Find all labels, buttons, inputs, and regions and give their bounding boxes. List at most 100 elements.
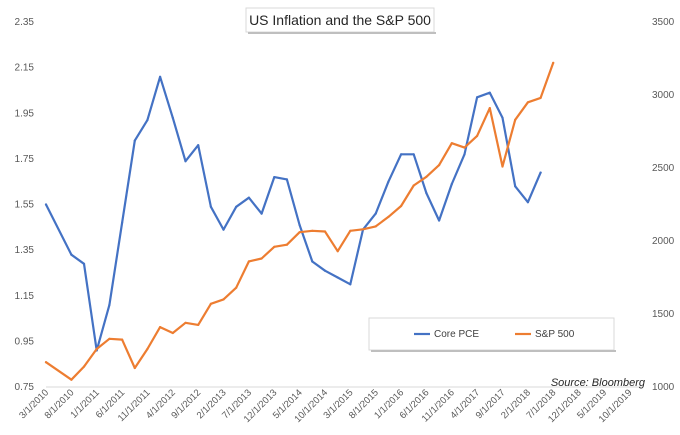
data-point-core-pce (133, 139, 136, 142)
left-tick-label: 1.55 (15, 200, 35, 211)
left-tick-label: 1.15 (15, 291, 35, 302)
data-point-core-pce (336, 276, 339, 279)
data-point-core-pce (285, 178, 288, 181)
data-point-core-pce (197, 144, 200, 147)
legend: Core PCE S&P 500 (368, 317, 616, 352)
data-point-s-p-500 (539, 96, 542, 99)
data-point-s-p-500 (70, 378, 73, 381)
data-point-core-pce (121, 221, 124, 224)
data-point-s-p-500 (247, 260, 250, 263)
data-point-s-p-500 (526, 101, 530, 104)
data-point-s-p-500 (197, 323, 200, 326)
data-point-core-pce (171, 116, 174, 119)
data-point-core-pce (184, 160, 187, 163)
data-point-s-p-500 (260, 257, 263, 260)
data-point-core-pce (209, 205, 212, 208)
data-point-core-pce (235, 205, 238, 208)
data-point-core-pce (425, 192, 428, 195)
data-point-s-p-500 (159, 326, 162, 329)
data-point-s-p-500 (44, 361, 48, 364)
data-point-core-pce (222, 228, 225, 231)
data-point-core-pce (526, 201, 530, 204)
data-point-core-pce (539, 171, 542, 174)
right-tick-label: 1000 (652, 382, 675, 393)
data-point-s-p-500 (438, 164, 441, 167)
left-tick-label: 2.15 (15, 63, 35, 74)
data-point-s-p-500 (108, 337, 111, 340)
data-point-s-p-500 (425, 175, 428, 178)
left-tick-label: 1.35 (15, 245, 35, 256)
data-point-core-pce (412, 153, 415, 156)
data-point-s-p-500 (95, 347, 98, 351)
data-point-core-pce (108, 303, 111, 306)
data-point-core-pce (488, 91, 491, 94)
data-point-s-p-500 (146, 347, 149, 351)
data-point-core-pce (273, 176, 276, 179)
right-tick-label: 1500 (652, 309, 675, 320)
data-point-s-p-500 (171, 331, 174, 335)
data-point-s-p-500 (298, 231, 301, 234)
data-point-core-pce (260, 212, 263, 215)
data-point-core-pce (82, 262, 86, 265)
data-point-core-pce (159, 75, 162, 78)
data-point-core-pce (514, 185, 517, 188)
data-point-s-p-500 (82, 365, 86, 368)
data-point-core-pce (247, 196, 250, 199)
series-line-s-p-500 (44, 61, 555, 381)
data-point-core-pce (463, 153, 466, 156)
right-axis-ticks: 1000 1500 2000 2500 3000 3500 (652, 17, 675, 393)
data-point-s-p-500 (463, 146, 466, 149)
data-point-s-p-500 (336, 250, 339, 253)
data-point-core-pce (387, 180, 390, 183)
data-point-core-pce (298, 223, 301, 227)
left-tick-label: 0.95 (15, 336, 35, 347)
data-point-s-p-500 (552, 61, 555, 64)
data-point-core-pce (146, 119, 149, 122)
data-point-s-p-500 (476, 134, 479, 137)
data-point-core-pce (44, 203, 48, 206)
data-point-s-p-500 (349, 229, 352, 232)
data-point-core-pce (501, 116, 504, 119)
data-point-s-p-500 (412, 184, 415, 187)
data-point-s-p-500 (374, 225, 377, 228)
title-frame (245, 7, 435, 33)
data-point-s-p-500 (235, 286, 238, 289)
series-line-core-pce (44, 75, 542, 352)
data-point-s-p-500 (514, 118, 517, 121)
data-point-core-pce (438, 219, 441, 222)
right-tick-label: 3000 (652, 90, 675, 101)
left-tick-label: 0.75 (15, 382, 35, 393)
data-point-s-p-500 (400, 204, 403, 208)
left-axis-ticks: 0.75 0.95 1.15 1.35 1.55 1.75 1.95 2.15 2.35 (15, 17, 35, 393)
data-point-core-pce (400, 153, 403, 156)
data-point-core-pce (349, 283, 352, 286)
data-point-core-pce (311, 260, 314, 263)
chart-title-box: US Inflation and the S&P 500 (245, 7, 436, 34)
data-point-s-p-500 (273, 245, 276, 248)
data-point-core-pce (70, 253, 73, 256)
data-point-s-p-500 (222, 298, 225, 301)
data-point-core-pce (476, 96, 479, 99)
left-tick-label: 1.75 (15, 154, 35, 165)
data-point-s-p-500 (209, 302, 212, 305)
series-lines (44, 61, 555, 381)
data-point-s-p-500 (285, 243, 288, 246)
data-point-s-p-500 (311, 229, 314, 232)
left-tick-label: 2.35 (15, 17, 35, 28)
data-point-s-p-500 (361, 228, 365, 231)
data-point-s-p-500 (133, 366, 136, 370)
chart-title: US Inflation and the S&P 500 (249, 12, 431, 28)
right-tick-label: 2500 (652, 163, 675, 174)
data-point-s-p-500 (488, 107, 491, 110)
data-point-s-p-500 (450, 142, 453, 145)
data-point-s-p-500 (121, 338, 124, 341)
source-note: Source: Bloomberg (551, 377, 646, 389)
x-axis-ticks: 3/1/20108/1/20101/1/20116/1/201111/1/201… (17, 387, 634, 425)
legend-box (368, 317, 615, 351)
left-tick-label: 1.95 (15, 108, 35, 119)
data-point-s-p-500 (323, 230, 327, 233)
data-point-core-pce (374, 212, 377, 215)
data-point-s-p-500 (184, 321, 187, 324)
